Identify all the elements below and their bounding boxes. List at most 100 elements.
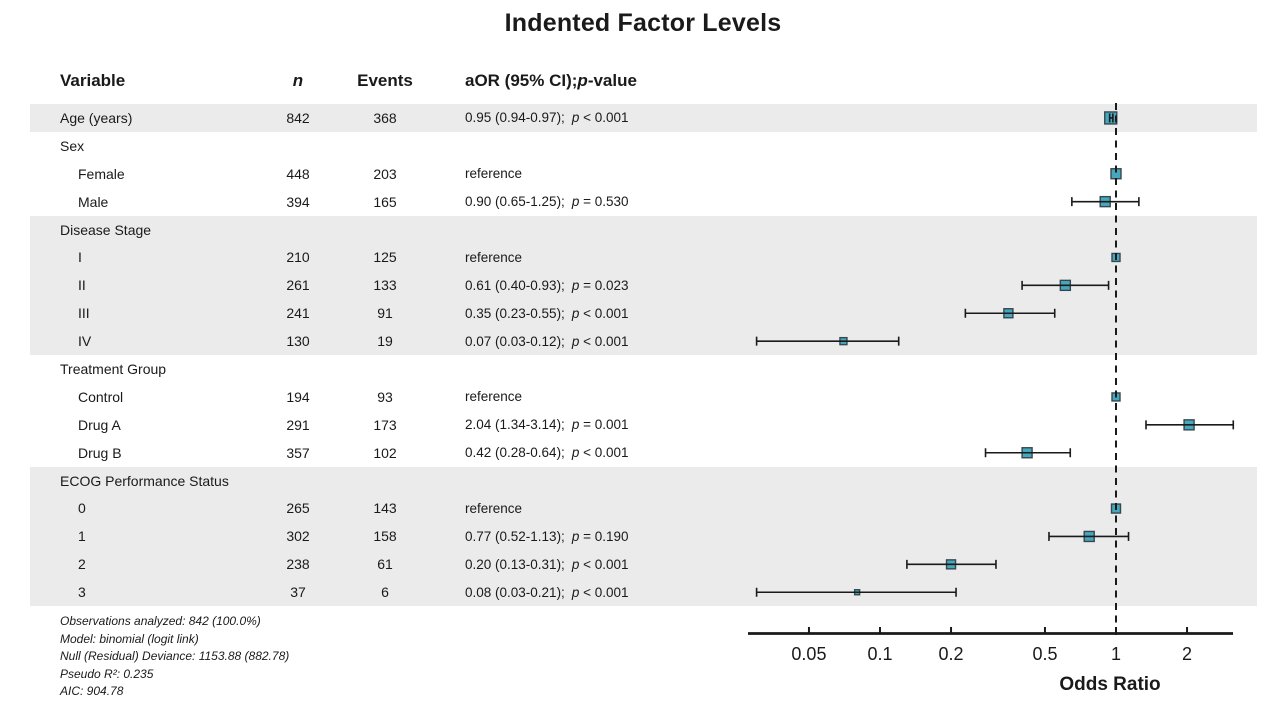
row-events: 19 [377,333,393,350]
row-estimate: reference [465,500,523,516]
row-events: 158 [373,528,397,545]
row-n [268,467,328,495]
row-label: Drug B [78,444,122,461]
row-events: 6 [381,584,389,601]
table-row: 0 265 143 reference [30,494,1257,523]
row-estimate: 0.61 (0.40-0.93); p = 0.023 [465,277,629,293]
row-estimate [465,355,472,383]
table-row: Treatment Group [30,355,1257,383]
footnote-line: Pseudo R²: 0.235 [60,666,154,681]
p-value-symbol: p [571,445,580,461]
p-value: < 0.001 [579,556,629,572]
table-row: ECOG Performance Status [30,466,1257,495]
p-value: = 0.530 [579,194,629,210]
x-tick-label: 0.1 [867,644,892,664]
table-header: Variable n Events aOR (95% CI); p -value [0,66,1286,96]
row-label: 2 [78,556,86,573]
row-events [355,355,415,383]
row-label: I [78,249,82,266]
row-events: 133 [373,277,397,294]
column-header-n: n [292,71,304,90]
p-value-symbol: p [571,110,580,126]
row-estimate: 0.77 (0.52-1.13); p = 0.190 [465,528,629,544]
p-value-symbol: p [571,194,580,210]
row-n: 241 [286,305,310,322]
table-row: I 210 125 reference [30,243,1257,272]
table-row: Male 394 165 0.90 (0.65-1.25); p = 0.530 [30,188,1257,216]
table-row: III 241 91 0.35 (0.23-0.55); p < 0.001 [30,299,1257,328]
p-value: = 0.190 [579,528,629,544]
x-tick-label: 0.5 [1032,644,1057,664]
row-estimate: 0.42 (0.28-0.64); p < 0.001 [465,445,629,461]
table-row: Age (years) 842 368 0.95 (0.94-0.97); p <… [30,104,1257,132]
table-row: Drug B 357 102 0.42 (0.28-0.64); p < 0.00… [30,439,1257,467]
p-value-symbol: p [571,333,580,349]
p-value: < 0.001 [579,305,629,321]
row-estimate: 0.08 (0.03-0.21); p < 0.001 [465,584,629,600]
row-n: 194 [286,388,310,405]
p-value: < 0.001 [579,333,629,349]
p-value: = 0.001 [579,417,629,433]
row-estimate: 0.20 (0.13-0.31); p < 0.001 [465,556,629,572]
row-estimate: 0.07 (0.03-0.12); p < 0.001 [465,333,629,349]
row-n: 37 [290,584,306,601]
row-events: 91 [377,305,393,322]
row-estimate: 0.95 (0.94-0.97); p < 0.001 [465,110,629,126]
table-row: Control 194 93 reference [30,383,1257,411]
row-n [268,216,328,244]
row-events: 203 [373,165,397,182]
row-n: 238 [286,556,310,573]
row-estimate [465,132,472,160]
model-footnotes: Observations analyzed: 842 (100.0%) Model… [60,613,289,701]
row-n: 291 [286,416,310,433]
row-events: 143 [373,500,397,517]
row-label: Female [78,165,125,182]
footnote-line: Observations analyzed: 842 (100.0%) [60,614,261,628]
table-row: Female 448 203 reference [30,160,1257,188]
row-events: 368 [373,109,397,126]
row-n: 394 [286,193,310,210]
table-row: Sex [30,132,1257,160]
p-value-symbol: p [571,305,580,321]
row-label: III [78,305,90,322]
row-n: 210 [286,249,310,266]
row-estimate: 0.35 (0.23-0.55); p < 0.001 [465,305,629,321]
row-label: 0 [78,500,86,517]
table-row: 2 238 61 0.20 (0.13-0.31); p < 0.001 [30,550,1257,579]
row-estimate [465,216,472,244]
row-estimate [465,467,472,495]
table-body: Age (years) 842 368 0.95 (0.94-0.97); p <… [30,104,1257,607]
plot-title: Indented Factor Levels [504,9,782,37]
x-tick-label: 1 [1111,644,1121,664]
column-header-estimate: aOR (95% CI); p -value [465,71,637,90]
row-n: 265 [286,500,310,517]
row-n: 130 [286,333,310,350]
table-row: 3 37 6 0.08 (0.03-0.21); p < 0.001 [30,578,1257,607]
row-estimate: 2.04 (1.34-3.14); p = 0.001 [465,417,629,433]
p-value: < 0.001 [579,445,629,461]
table-row: Drug A 291 173 2.04 (1.34-3.14); p = 0.00… [30,411,1257,439]
x-axis-title: Odds Ratio [1059,674,1160,695]
row-events: 93 [377,388,393,405]
row-label: Age (years) [60,109,133,126]
row-n [268,132,328,160]
row-n: 357 [286,444,310,461]
row-events [355,216,415,244]
row-label: Control [78,388,124,405]
row-n: 448 [286,165,310,182]
footnote-line: AIC: 904.78 [60,684,124,698]
row-events: 61 [377,556,393,573]
table-row: 1 302 158 0.77 (0.52-1.13); p = 0.190 [30,522,1257,551]
row-n: 261 [286,277,310,294]
p-value: < 0.001 [579,584,629,600]
x-tick-label: 0.05 [791,644,826,664]
row-label: II [78,277,86,294]
row-events: 165 [373,193,397,210]
row-events [355,132,415,160]
row-estimate: 0.90 (0.65-1.25); p = 0.530 [465,194,629,210]
row-label: Drug A [78,416,121,433]
row-events: 125 [373,249,397,266]
row-estimate: reference [465,166,523,182]
row-label: ECOG Performance Status [60,472,229,489]
